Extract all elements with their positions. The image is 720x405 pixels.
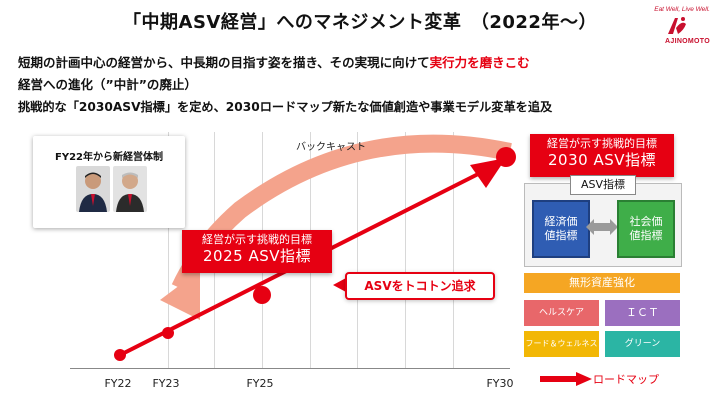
milestone-fy23 [162, 327, 174, 339]
social-value-box: 社会価値指標 [617, 200, 675, 258]
asv-panel-title: ASV指標 [570, 175, 636, 195]
bullet-line-1: 短期の計画中心の経営から、中長期の目指す姿を描き、その実現に向けて実行力を磨きこ… [18, 52, 530, 71]
executive-photo-2 [113, 166, 147, 212]
backcast-arrowhead [160, 270, 200, 320]
grid-line [168, 132, 169, 368]
goal-2030-line2: 2030 ASV指標 [548, 151, 656, 169]
page-title: 「中期ASV経営」へのマネジメント変革 （2022年～） [123, 12, 597, 33]
tile-ict: ＩＣＴ [605, 300, 680, 326]
goal-2030-box: 経営が示す挑戦的目標 2030 ASV指標 [530, 134, 674, 177]
goal-2025-line2: 2025 ASV指標 [203, 247, 311, 265]
bullet-line-1-text: 短期の計画中心の経営から、中長期の目指す姿を描き、その実現に向けて [18, 55, 430, 70]
grid-line [405, 132, 406, 368]
economic-value-box: 経済価値指標 [532, 200, 590, 258]
bullet-line-2: 経営への進化（”中計”の廃止） [18, 77, 197, 92]
pursuit-callout-tail [333, 278, 346, 292]
ajinomoto-logo-icon [668, 17, 686, 34]
tile-green: グリーン [605, 331, 680, 357]
tile-healthcare: ヘルスケア [524, 300, 599, 326]
x-tick-fy22: FY22 [104, 377, 132, 390]
logo-tagline: Eat Well, Live Well. [654, 6, 710, 13]
economic-value-label: 経済価値指標 [544, 215, 578, 242]
bullet-highlight: 実行力を磨きこむ [429, 55, 530, 70]
x-tick-fy23: FY23 [152, 377, 180, 390]
tile-food-wellness: フード＆ウェルネス [524, 331, 599, 357]
intangible-assets-bar: 無形資産強化 [524, 273, 680, 293]
goal-2025-line1: 経営が示す挑戦的目標 [202, 233, 312, 246]
roadmap-label: ロードマップ [593, 373, 659, 386]
executive-photo-1 [76, 166, 110, 212]
pursuit-callout: ASVをトコトン追求 [345, 272, 495, 300]
x-tick-fy25: FY25 [246, 377, 274, 390]
milestone-fy25 [253, 286, 271, 304]
milestone-fy30 [496, 147, 516, 167]
x-axis-line [70, 368, 510, 369]
double-arrow-icon [586, 219, 618, 235]
milestone-fy22 [114, 349, 126, 361]
x-tick-fy30: FY30 [486, 377, 514, 390]
progress-arrowhead [470, 158, 506, 188]
executive-box-label: FY22年から新経営体制 [55, 152, 163, 163]
executive-box: FY22年から新経営体制 [33, 136, 185, 228]
logo-name: AJINOMOTO [665, 38, 710, 45]
roadmap-arrow-icon [540, 372, 592, 386]
social-value-label: 社会価値指標 [629, 215, 663, 242]
bullet-line-3: 挑戦的な「2030ASV指標」を定め、2030ロードマップ新たな価値創造や事業モ… [18, 100, 553, 114]
goal-2030-line1: 経営が示す挑戦的目標 [547, 137, 657, 150]
backcast-label: バックキャスト [296, 142, 366, 153]
grid-line [453, 132, 454, 368]
grid-line [357, 132, 358, 368]
goal-2025-box: 経営が示す挑戦的目標 2025 ASV指標 [182, 230, 332, 273]
